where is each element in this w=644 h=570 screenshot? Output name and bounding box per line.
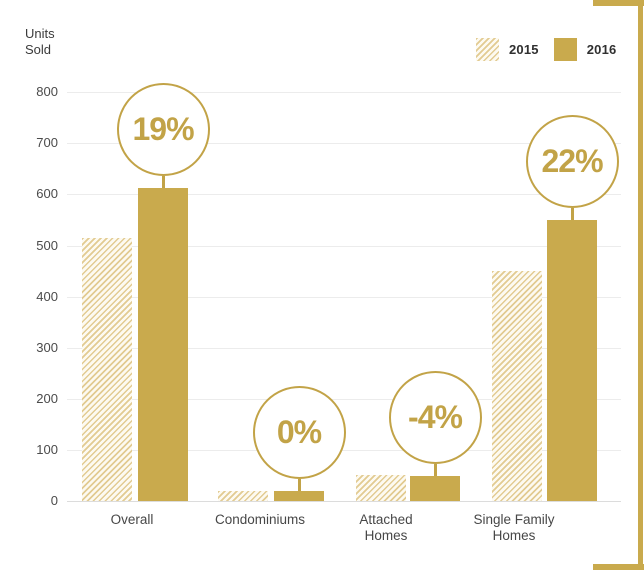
x-axis-label-attached-homes: Attached Homes <box>306 512 466 544</box>
pct-change-badge-condominiums: 0% <box>252 385 346 479</box>
y-axis-tick-800: 800 <box>36 84 58 100</box>
gridline-300 <box>67 347 621 349</box>
x-axis-label-line: Condominiums <box>214 512 306 527</box>
bar-2015-single-family-homes[interactable] <box>492 271 542 501</box>
gridline-700 <box>67 143 621 145</box>
corner-bracket-top <box>593 0 644 6</box>
bar-2016-attached-homes[interactable] <box>410 476 460 501</box>
x-axis-label-single-family-homes: Single Family Homes <box>434 512 594 544</box>
legend-label-2016: 2016 <box>586 42 617 57</box>
y-axis-title-line2: Sold <box>25 42 52 57</box>
legend-item-2015[interactable]: 2015 <box>476 38 539 61</box>
y-axis-title-line1: Units <box>25 26 55 41</box>
x-axis-label-line: Homes <box>492 528 536 543</box>
x-axis-label-condominiums: Condominiums <box>180 512 340 528</box>
legend-label-2015: 2015 <box>509 42 539 57</box>
y-axis-title: Units Sold <box>25 26 55 58</box>
y-axis-tick-0: 0 <box>50 493 58 508</box>
x-axis-label-line: Homes <box>364 528 408 543</box>
gridline-500 <box>67 245 621 247</box>
gridline-600 <box>67 194 621 196</box>
y-axis-tick-700: 700 <box>36 135 58 151</box>
bar-2015-overall[interactable] <box>82 237 132 501</box>
bar-2015-condominiums[interactable] <box>218 490 268 501</box>
y-axis-tick-100: 100 <box>36 441 58 457</box>
legend: 2015 2016 <box>476 38 616 61</box>
gridline-800 <box>67 92 621 94</box>
gridline-100 <box>67 449 621 451</box>
pct-change-badge-attached-homes: -4% <box>388 371 482 465</box>
badge-stem-single-family-homes <box>570 208 574 221</box>
y-axis-tick-500: 500 <box>36 237 58 253</box>
x-axis-label-line: Single Family <box>473 512 555 527</box>
y-axis-tick-200: 200 <box>36 390 58 406</box>
corner-bracket-vertical <box>638 0 643 570</box>
y-axis-tick-300: 300 <box>36 339 58 355</box>
gridline-0 <box>67 501 621 502</box>
legend-swatch-2015-icon <box>476 38 499 61</box>
bar-2016-overall[interactable] <box>138 187 188 501</box>
corner-bracket-bottom <box>593 564 644 570</box>
y-axis-tick-400: 400 <box>36 288 58 304</box>
bar-2016-condominiums[interactable] <box>274 490 324 501</box>
badge-stem-overall <box>161 175 165 188</box>
x-axis-label-line: Overall <box>110 512 154 527</box>
y-axis-tick-600: 600 <box>36 186 58 202</box>
pct-change-badge-single-family-homes: 22% <box>525 115 619 209</box>
x-axis-label-overall: Overall <box>52 512 212 528</box>
x-axis-label-line: Attached <box>359 512 413 527</box>
bar-2016-single-family-homes[interactable] <box>547 220 597 501</box>
bar-2015-attached-homes[interactable] <box>356 475 406 501</box>
gridline-200 <box>67 398 621 400</box>
legend-item-2016[interactable]: 2016 <box>553 38 617 61</box>
badge-stem-attached-homes <box>433 464 437 477</box>
legend-swatch-2016-icon <box>553 38 577 61</box>
gridline-400 <box>67 296 621 298</box>
badge-stem-condominiums <box>297 478 301 491</box>
pct-change-badge-overall: 19% <box>116 82 210 176</box>
